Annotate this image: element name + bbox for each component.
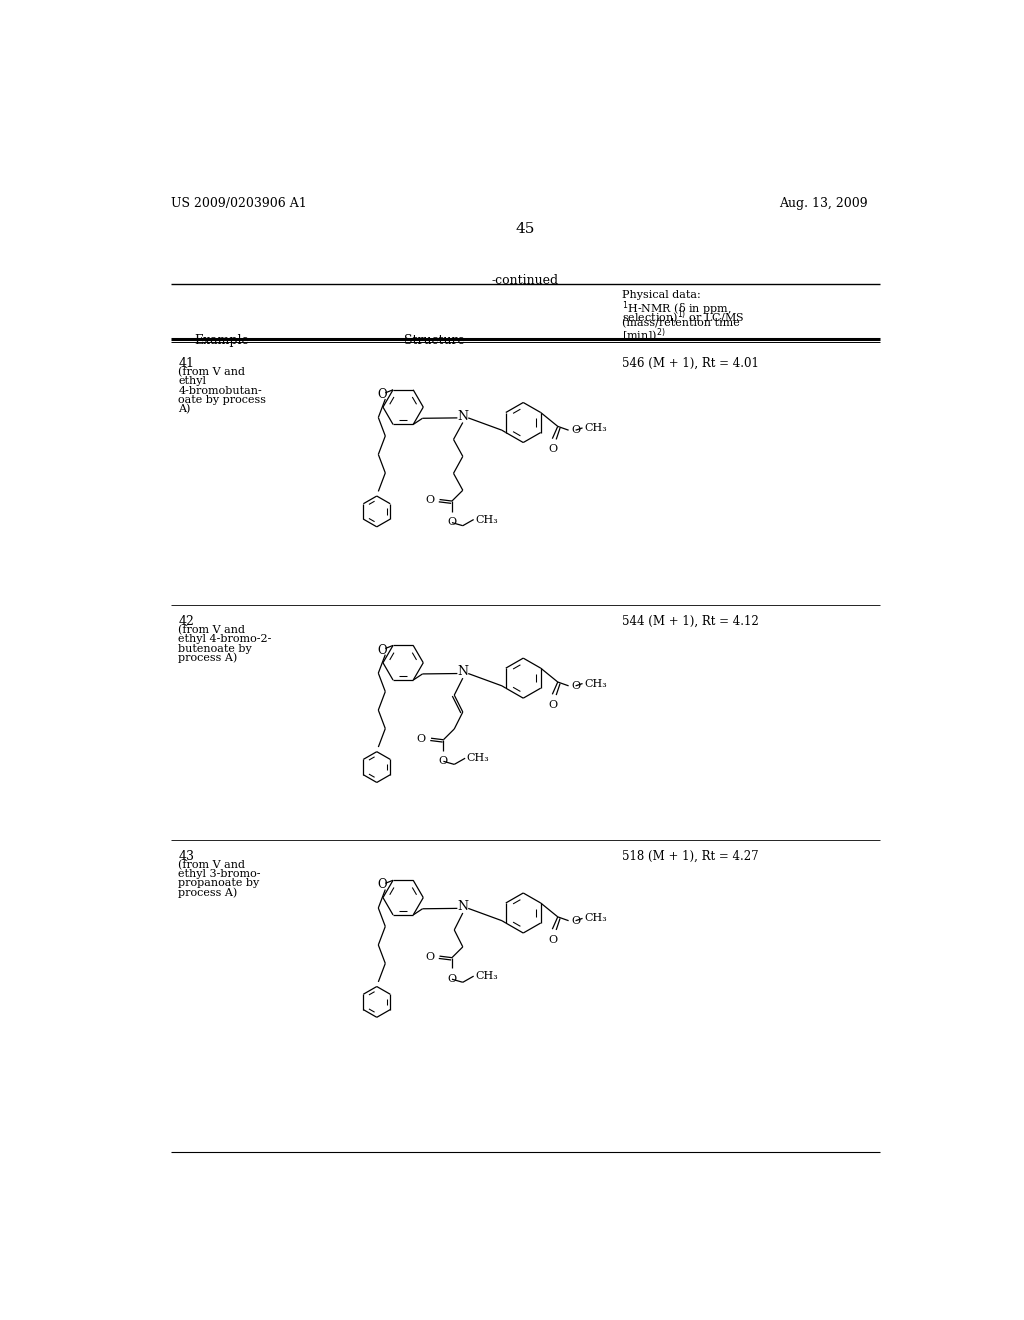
- Text: (from V and: (from V and: [178, 367, 246, 378]
- Text: process A): process A): [178, 887, 238, 898]
- Text: CH₃: CH₃: [584, 678, 607, 689]
- Text: 45: 45: [515, 222, 535, 235]
- Text: (from V and: (from V and: [178, 626, 246, 635]
- Text: (mass/retention time: (mass/retention time: [623, 318, 740, 329]
- Text: N: N: [458, 409, 468, 422]
- Text: 4-bromobutаn-: 4-bromobutаn-: [178, 385, 262, 396]
- Text: O: O: [378, 644, 387, 656]
- Text: CH₃: CH₃: [584, 422, 607, 433]
- Text: A): A): [178, 404, 190, 414]
- Text: ethyl: ethyl: [178, 376, 207, 387]
- Text: O: O: [378, 878, 387, 891]
- Text: 41: 41: [178, 358, 195, 370]
- Text: US 2009/0203906 A1: US 2009/0203906 A1: [171, 197, 306, 210]
- Text: CH₃: CH₃: [475, 972, 498, 981]
- Text: 43: 43: [178, 850, 195, 863]
- Text: CH₃: CH₃: [467, 754, 489, 763]
- Text: O: O: [378, 388, 387, 401]
- Text: Example: Example: [194, 334, 249, 347]
- Text: Physical data:: Physical data:: [623, 290, 701, 300]
- Text: butenoate by: butenoate by: [178, 644, 252, 653]
- Text: O: O: [447, 974, 457, 983]
- Text: ethyl 4-bromo-2-: ethyl 4-bromo-2-: [178, 635, 271, 644]
- Text: O: O: [549, 444, 558, 454]
- Text: O: O: [571, 916, 580, 925]
- Text: O: O: [425, 495, 434, 506]
- Text: selection)$^{1)}$ or LC/MS: selection)$^{1)}$ or LC/MS: [623, 309, 744, 326]
- Text: O: O: [417, 734, 426, 744]
- Text: 42: 42: [178, 615, 195, 628]
- Text: Aug. 13, 2009: Aug. 13, 2009: [779, 197, 868, 210]
- Text: process A): process A): [178, 653, 238, 664]
- Text: propanoate by: propanoate by: [178, 878, 260, 888]
- Text: O: O: [549, 935, 558, 945]
- Text: ethyl 3-bromo-: ethyl 3-bromo-: [178, 869, 261, 879]
- Text: (from V and: (from V and: [178, 859, 246, 870]
- Text: 518 (M + 1), Rt = 4.27: 518 (M + 1), Rt = 4.27: [623, 850, 759, 863]
- Text: Structure: Structure: [403, 334, 465, 347]
- Text: CH₃: CH₃: [584, 913, 607, 924]
- Text: 544 (M + 1), Rt = 4.12: 544 (M + 1), Rt = 4.12: [623, 615, 759, 628]
- Text: O: O: [549, 700, 558, 710]
- Text: O: O: [571, 681, 580, 690]
- Text: O: O: [571, 425, 580, 436]
- Text: $^1$H-NMR (δ in ppm,: $^1$H-NMR (δ in ppm,: [623, 300, 732, 318]
- Text: oate by process: oate by process: [178, 395, 266, 405]
- Text: N: N: [458, 900, 468, 913]
- Text: O: O: [439, 756, 447, 766]
- Text: N: N: [458, 665, 468, 678]
- Text: 546 (M + 1), Rt = 4.01: 546 (M + 1), Rt = 4.01: [623, 358, 760, 370]
- Text: [min])$^{2)}$: [min])$^{2)}$: [623, 327, 667, 346]
- Text: O: O: [447, 517, 457, 527]
- Text: CH₃: CH₃: [475, 515, 498, 524]
- Text: -continued: -continued: [492, 275, 558, 286]
- Text: O: O: [425, 952, 434, 962]
